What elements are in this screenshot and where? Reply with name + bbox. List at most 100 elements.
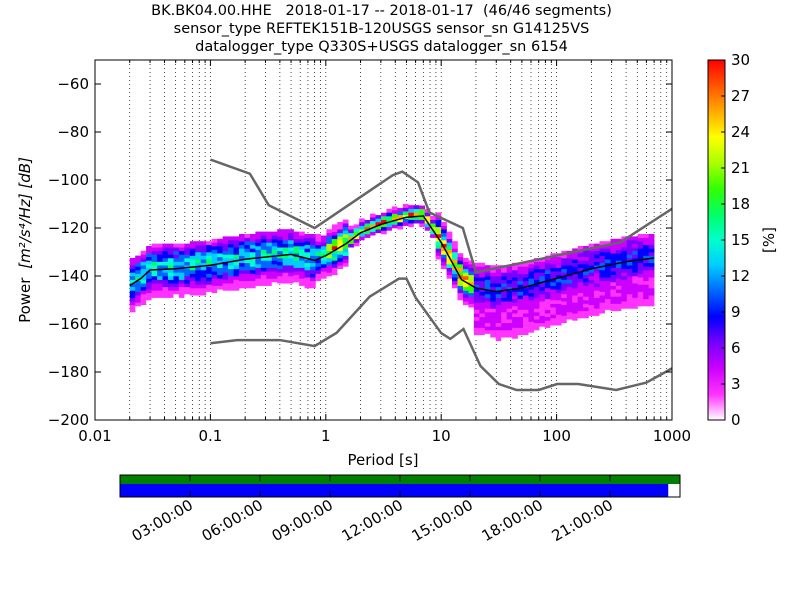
histogram-cell	[293, 264, 300, 268]
histogram-cell	[599, 295, 606, 300]
histogram-cell	[370, 224, 376, 229]
histogram-cell	[615, 285, 622, 290]
histogram-cell	[260, 260, 267, 265]
histogram-cell	[135, 273, 141, 278]
histogram-cell	[206, 248, 212, 253]
histogram-cell	[277, 254, 283, 259]
histogram-cell	[495, 315, 502, 320]
histogram-cell	[490, 286, 497, 291]
histogram-cell	[162, 250, 169, 255]
histogram-cell	[288, 232, 294, 237]
histogram-cell	[135, 255, 141, 260]
histogram-cell	[222, 236, 229, 241]
histogram-cell	[238, 244, 245, 249]
histogram-cell	[173, 286, 180, 291]
histogram-cell	[501, 272, 507, 277]
histogram-cell	[544, 320, 551, 325]
histogram-cell	[184, 279, 191, 284]
histogram-cell	[495, 322, 502, 327]
timeline-tick-label: 12:00:00	[339, 496, 406, 545]
histogram-cell	[566, 265, 573, 270]
histogram-cell	[572, 270, 578, 274]
histogram-cell	[572, 309, 578, 314]
histogram-cell	[424, 226, 431, 231]
histogram-cell	[561, 290, 568, 295]
histogram-cell	[184, 276, 191, 280]
histogram-cell	[277, 236, 283, 241]
histogram-cell	[381, 226, 387, 231]
histogram-cell	[626, 243, 633, 248]
histogram-cell	[550, 292, 557, 297]
histogram-cell	[512, 288, 518, 292]
histogram-cell	[353, 224, 360, 229]
histogram-cell	[167, 283, 174, 288]
histogram-cell	[151, 279, 158, 284]
histogram-cell	[260, 274, 267, 279]
histogram-cell	[299, 238, 305, 243]
histogram-cell	[637, 273, 644, 278]
histogram-cell	[632, 279, 639, 284]
histogram-cell	[544, 313, 551, 318]
histogram-cell	[331, 224, 338, 229]
histogram-cell	[271, 264, 278, 268]
histogram-cell	[167, 261, 174, 266]
histogram-cell	[566, 312, 573, 316]
histogram-cell	[441, 254, 447, 259]
histogram-cell	[457, 271, 464, 276]
histogram-cell	[523, 331, 529, 336]
histogram-cell	[178, 290, 185, 295]
histogram-cell	[473, 313, 480, 318]
histogram-cell	[594, 297, 600, 302]
histogram-cell	[151, 283, 158, 288]
histogram-cell	[162, 243, 169, 248]
histogram-cell	[561, 308, 568, 313]
histogram-cell	[462, 272, 469, 277]
histogram-cell	[255, 256, 262, 261]
histogram-cell	[517, 266, 524, 271]
histogram-cell	[577, 292, 584, 297]
histogram-cell	[184, 250, 191, 255]
histogram-cell	[490, 301, 497, 306]
histogram-cell	[167, 265, 174, 270]
timeline-tick-label: 18:00:00	[479, 496, 546, 545]
histogram-cell	[533, 283, 540, 288]
histogram-cell	[435, 255, 442, 260]
histogram-cell	[233, 254, 240, 259]
histogram-cell	[157, 276, 163, 280]
histogram-cell	[211, 278, 218, 283]
histogram-cell	[484, 326, 491, 331]
histogram-cell	[271, 246, 278, 250]
histogram-cell	[643, 248, 649, 253]
histogram-cell	[512, 298, 518, 303]
histogram-cell	[255, 278, 262, 283]
histogram-cell	[648, 277, 655, 282]
histogram-cell	[135, 259, 141, 264]
histogram-cell	[583, 282, 589, 286]
histogram-cell	[615, 242, 622, 247]
histogram-cell	[468, 271, 475, 276]
histogram-cell	[299, 231, 305, 236]
histogram-cell	[167, 250, 174, 255]
histogram-cell	[648, 237, 655, 242]
histogram-cell	[140, 258, 147, 262]
histogram-cell	[544, 284, 551, 289]
histogram-cell	[523, 262, 529, 267]
histogram-cell	[506, 326, 513, 331]
histogram-cell	[599, 313, 606, 318]
histogram-cell	[446, 246, 453, 250]
histogram-cell	[604, 241, 611, 246]
histogram-cell	[195, 280, 202, 285]
histogram-cell	[146, 289, 152, 294]
histogram-cell	[648, 259, 655, 264]
histogram-cell	[572, 248, 578, 253]
histogram-cell	[572, 291, 578, 296]
histogram-cell	[348, 236, 354, 241]
histogram-cell	[157, 258, 163, 262]
histogram-cell	[222, 243, 229, 248]
histogram-cell	[435, 219, 442, 224]
histogram-cell	[413, 219, 420, 224]
histogram-cell	[626, 250, 633, 255]
histogram-cell	[359, 236, 365, 241]
histogram-cell	[479, 284, 486, 289]
histogram-cell	[615, 296, 622, 301]
